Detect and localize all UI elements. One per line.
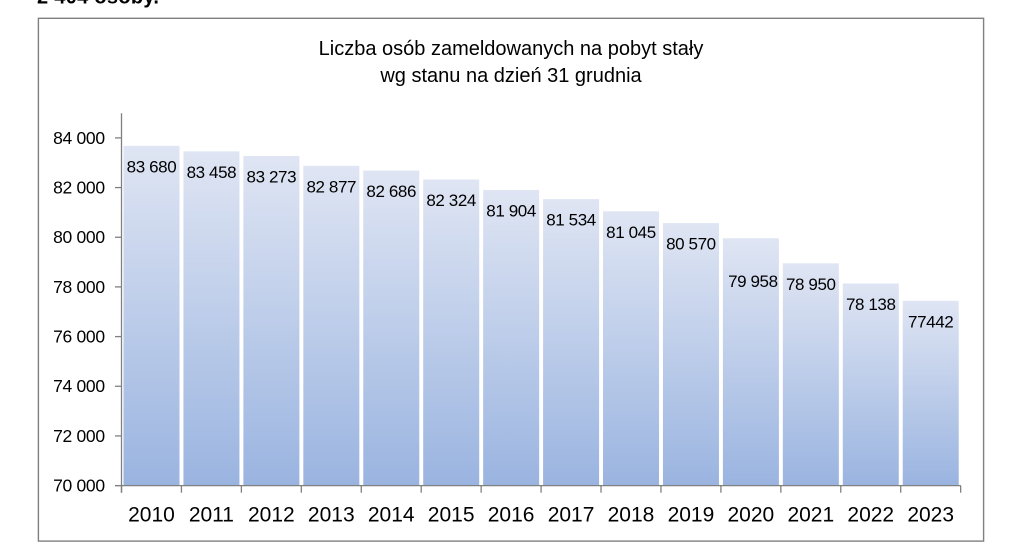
svg-text:83 273: 83 273 — [247, 167, 297, 186]
svg-text:2010: 2010 — [128, 503, 175, 526]
svg-text:79 958: 79 958 — [728, 272, 778, 291]
svg-text:2014: 2014 — [368, 503, 415, 526]
svg-text:2016: 2016 — [488, 503, 535, 526]
svg-text:2015: 2015 — [428, 503, 475, 526]
svg-text:77442: 77442 — [908, 312, 953, 331]
svg-text:2019: 2019 — [668, 503, 715, 526]
svg-text:84 000: 84 000 — [53, 128, 105, 148]
svg-text:2017: 2017 — [548, 503, 595, 526]
svg-text:wg stanu na dzień 31 grudnia: wg stanu na dzień 31 grudnia — [379, 65, 642, 87]
svg-text:78 950: 78 950 — [786, 275, 836, 294]
svg-text:81 045: 81 045 — [606, 223, 656, 242]
svg-text:82 877: 82 877 — [306, 177, 356, 196]
svg-text:83 680: 83 680 — [127, 157, 177, 176]
svg-text:78 000: 78 000 — [53, 277, 105, 297]
svg-text:82 686: 82 686 — [366, 182, 416, 201]
svg-text:82 324: 82 324 — [426, 191, 476, 210]
svg-text:78 138: 78 138 — [846, 295, 896, 314]
svg-text:2 404 osoby.: 2 404 osoby. — [37, 0, 159, 8]
svg-text:2013: 2013 — [308, 503, 355, 526]
svg-text:83 458: 83 458 — [187, 163, 237, 182]
svg-text:70 000: 70 000 — [53, 476, 105, 496]
svg-text:81 534: 81 534 — [546, 211, 596, 230]
svg-text:2023: 2023 — [907, 503, 954, 526]
svg-text:80 000: 80 000 — [53, 227, 105, 247]
svg-text:72 000: 72 000 — [53, 426, 105, 446]
svg-text:Liczba osób zameldowanych na p: Liczba osób zameldowanych na pobyt stały — [319, 38, 704, 60]
svg-text:81 904: 81 904 — [486, 201, 536, 220]
svg-text:2012: 2012 — [248, 503, 295, 526]
svg-text:2020: 2020 — [728, 503, 775, 526]
svg-text:76 000: 76 000 — [53, 326, 105, 346]
svg-text:2022: 2022 — [847, 503, 894, 526]
svg-text:74 000: 74 000 — [53, 376, 105, 396]
svg-text:2018: 2018 — [608, 503, 655, 526]
svg-text:80 570: 80 570 — [666, 235, 716, 254]
svg-text:82 000: 82 000 — [53, 177, 105, 197]
svg-text:2011: 2011 — [189, 503, 234, 526]
svg-text:2021: 2021 — [787, 503, 834, 526]
